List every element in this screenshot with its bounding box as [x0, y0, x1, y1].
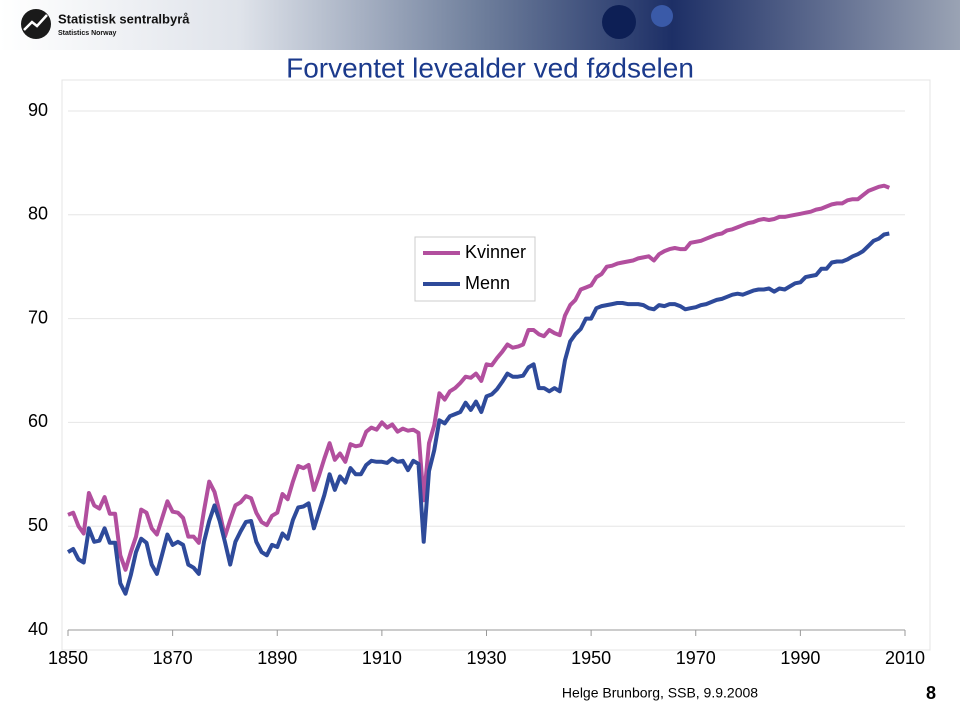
- banner-decoration: [651, 5, 673, 27]
- plot-area: 40 50 60 70 80 90 1850 1870 1890 1910 1930 1950 1970…: [28, 100, 925, 668]
- x-tick-label: 1930: [466, 648, 506, 668]
- x-tick-label: 1910: [362, 648, 402, 668]
- x-tick-label: 1970: [676, 648, 716, 668]
- plot-frame: [61, 79, 931, 651]
- y-tick-label: 50: [28, 515, 48, 535]
- x-tick-label: 1890: [257, 648, 297, 668]
- x-tick-label: 1870: [153, 648, 193, 668]
- logo-icon-line: [23, 14, 48, 31]
- page-number: 8: [926, 683, 936, 703]
- legend-label: Kvinner: [465, 242, 526, 262]
- y-tick-label: 70: [28, 307, 48, 327]
- legend-box: [414, 236, 536, 302]
- legend-label: Menn: [465, 273, 510, 293]
- y-tick-label: 90: [28, 100, 48, 120]
- series-line: [66, 231, 890, 596]
- slide-body: [5, 50, 955, 690]
- x-tick-label: 2010: [885, 648, 925, 668]
- y-tick-label: 80: [28, 204, 48, 224]
- header-banner: [0, 0, 960, 50]
- banner-decoration: [602, 5, 636, 39]
- y-tick-label: 60: [28, 411, 48, 431]
- footer-author: Helge Brunborg, SSB, 9.9.2008: [562, 685, 758, 701]
- logo-subtext: Statistics Norway: [58, 30, 116, 37]
- y-tick-label: 40: [28, 619, 48, 639]
- series-line: [67, 183, 891, 572]
- x-tick-label: 1990: [780, 648, 820, 668]
- x-tick-label: 1950: [571, 648, 611, 668]
- logo-text: Statistisk sentralbyrå: [58, 11, 190, 26]
- chart-title: Forventet levealder ved fødselen: [286, 52, 694, 83]
- x-tick-label: 1850: [48, 648, 88, 668]
